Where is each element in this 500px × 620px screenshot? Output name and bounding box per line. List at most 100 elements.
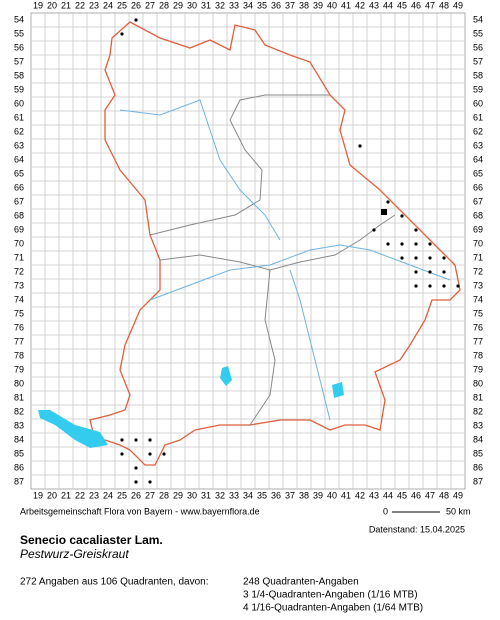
column-label: 22 [75, 490, 85, 500]
column-label: 33 [229, 0, 239, 10]
column-label: 34 [243, 0, 253, 10]
summary-line: 4 1/16-Quadranten-Angaben (1/64 MTB) [243, 603, 423, 614]
river [119, 99, 281, 241]
row-label: 55 [473, 28, 483, 38]
row-label: 78 [14, 350, 24, 360]
row-label: 87 [473, 476, 483, 486]
column-label: 44 [383, 490, 393, 500]
row-label: 56 [14, 42, 24, 52]
row-label: 81 [14, 392, 24, 402]
row-label: 61 [14, 112, 24, 122]
row-label: 75 [473, 308, 483, 318]
column-label: 28 [159, 490, 169, 500]
occurrence-dot [120, 438, 124, 442]
row-label: 76 [473, 322, 483, 332]
column-label: 21 [61, 490, 71, 500]
row-label: 84 [473, 434, 483, 444]
column-label: 19 [33, 0, 43, 10]
column-label: 39 [313, 490, 323, 500]
column-label: 38 [299, 490, 309, 500]
row-label: 82 [473, 406, 483, 416]
column-label: 31 [201, 490, 211, 500]
date: Datenstand: 15.04.2025 [369, 524, 465, 534]
occurrence-square [381, 209, 387, 215]
row-label: 79 [14, 364, 24, 374]
column-label: 30 [187, 0, 197, 10]
column-label: 34 [243, 490, 253, 500]
row-label: 54 [14, 14, 24, 24]
row-label: 74 [473, 294, 483, 304]
row-label: 86 [473, 462, 483, 472]
occurrence-dot [428, 242, 432, 246]
column-label: 36 [271, 0, 281, 10]
occurrence-dot [414, 284, 418, 288]
column-label: 19 [33, 490, 43, 500]
occurrence-dot [372, 228, 376, 232]
row-label: 59 [473, 84, 483, 94]
occurrence-dot [414, 228, 418, 232]
column-label: 26 [131, 490, 141, 500]
occurrence-dot [414, 270, 418, 274]
column-label: 27 [145, 0, 155, 10]
occurrence-dot [400, 214, 404, 218]
row-label: 71 [473, 252, 483, 262]
occurrence-dot [148, 480, 152, 484]
grid [31, 13, 465, 489]
row-label: 85 [473, 448, 483, 458]
occurrence-dot [162, 452, 166, 456]
column-label: 49 [453, 490, 463, 500]
occurrence-dot [428, 270, 432, 274]
row-label: 85 [14, 448, 24, 458]
row-label: 61 [473, 112, 483, 122]
row-label: 68 [473, 210, 483, 220]
row-label: 84 [14, 434, 24, 444]
row-label: 69 [14, 224, 24, 234]
row-label: 78 [473, 350, 483, 360]
row-label: 69 [473, 224, 483, 234]
row-label: 83 [473, 420, 483, 430]
row-label: 60 [473, 98, 483, 108]
row-label: 73 [14, 280, 24, 290]
column-label: 38 [299, 0, 309, 10]
occurrence-dot [358, 144, 362, 148]
column-label: 44 [383, 0, 393, 10]
column-label: 43 [369, 490, 379, 500]
row-label: 62 [473, 126, 483, 136]
column-label: 24 [103, 0, 113, 10]
column-label: 21 [61, 0, 71, 10]
row-label: 73 [473, 280, 483, 290]
occurrence-dot [386, 200, 390, 204]
column-label: 31 [201, 0, 211, 10]
credit: Arbeitsgemeinschaft Flora von Bayern - w… [20, 506, 260, 516]
row-label: 65 [14, 168, 24, 178]
column-label: 25 [117, 490, 127, 500]
row-label: 80 [473, 378, 483, 388]
occurrence-dot [134, 18, 138, 22]
occurrence-dot [428, 256, 432, 260]
occurrence-dot [134, 466, 138, 470]
row-label: 57 [14, 56, 24, 66]
column-label: 41 [341, 490, 351, 500]
column-label: 25 [117, 0, 127, 10]
column-label: 40 [327, 0, 337, 10]
row-label: 72 [473, 266, 483, 276]
occurrence-dot [148, 452, 152, 456]
state-border [89, 21, 461, 466]
row-label: 59 [14, 84, 24, 94]
column-label: 46 [411, 490, 421, 500]
row-label: 58 [473, 70, 483, 80]
column-label: 36 [271, 490, 281, 500]
row-label: 74 [14, 294, 24, 304]
column-label: 28 [159, 0, 169, 10]
column-label: 45 [397, 490, 407, 500]
column-label: 48 [439, 0, 449, 10]
row-label: 64 [473, 154, 483, 164]
row-label: 87 [14, 476, 24, 486]
lake [220, 366, 232, 386]
row-label: 63 [473, 140, 483, 150]
occurrence-dot [442, 284, 446, 288]
lake [332, 382, 344, 398]
row-label: 77 [14, 336, 24, 346]
